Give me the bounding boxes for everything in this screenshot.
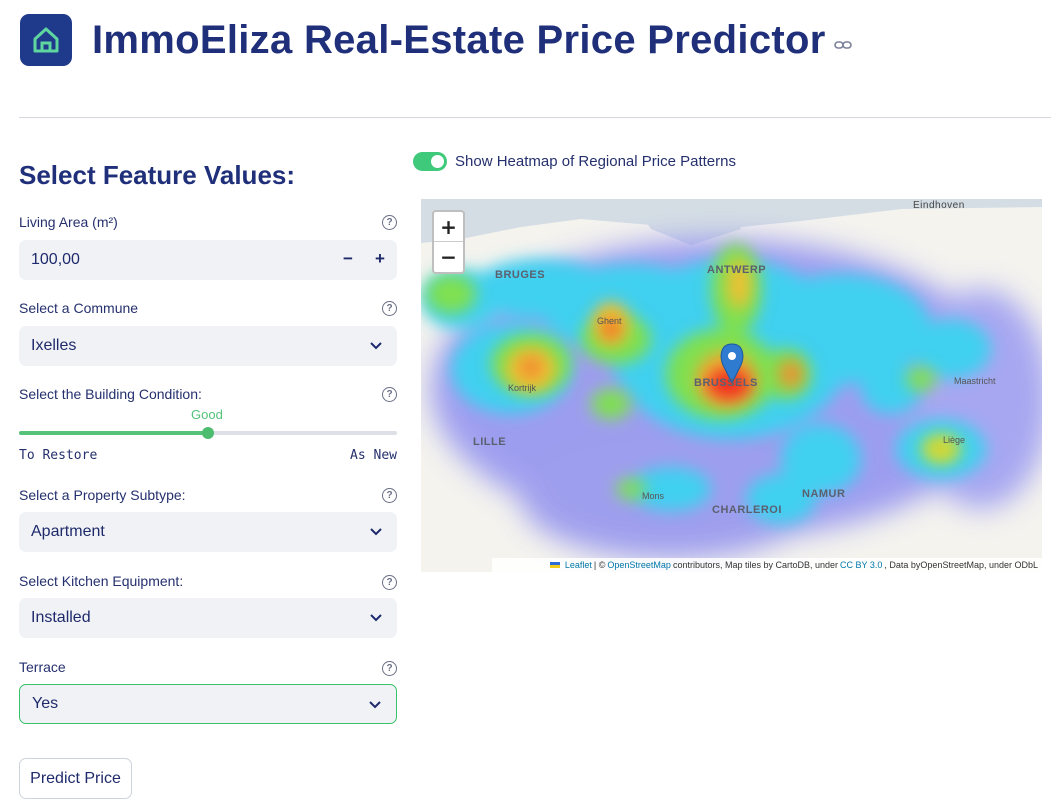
subtype-value: Apartment — [31, 523, 105, 540]
location-marker-icon[interactable] — [720, 343, 744, 385]
chevron-down-icon — [370, 614, 382, 622]
app-header: ImmoEliza Real-Estate Price Predictor — [20, 12, 852, 68]
map-label-antwerp: ANTWERP — [707, 264, 767, 276]
attribution-text-2: , Data by — [884, 560, 921, 570]
zoom-control: + − — [432, 210, 465, 274]
increment-button[interactable]: + — [375, 249, 385, 268]
condition-value: Good — [191, 407, 223, 422]
leaflet-link[interactable]: Leaflet — [564, 560, 592, 570]
chevron-down-icon — [370, 528, 382, 536]
commune-value: Ixelles — [31, 337, 77, 354]
living-area-value[interactable]: 100,00 — [31, 251, 80, 268]
map-label-lille: LILLE — [473, 436, 507, 448]
condition-label: Select the Building Condition: — [19, 386, 202, 402]
subtype-label: Select a Property Subtype: — [19, 487, 186, 503]
kitchen-value: Installed — [31, 609, 91, 626]
commune-select[interactable]: Ixelles — [19, 326, 397, 366]
terrace-select[interactable]: Yes — [19, 684, 397, 724]
condition-slider[interactable] — [19, 427, 397, 439]
help-icon[interactable]: ? — [382, 488, 397, 503]
heatmap-toggle-label[interactable]: Show Heatmap of Regional Price Patterns — [455, 153, 736, 170]
map-label-bruges: BRUGES — [495, 269, 546, 281]
heatmap-map[interactable]: Eindhoven BRUGES ANTWERP Ghent Kortrijk … — [421, 199, 1042, 572]
ukraine-flag-icon — [549, 562, 560, 568]
page-title: ImmoEliza Real-Estate Price Predictor — [92, 17, 826, 62]
osm-link-2[interactable]: OpenStreetMap — [920, 560, 984, 570]
attribution-text-1: contributors, Map tiles by CartoDB, unde… — [672, 560, 839, 570]
feature-form: Select Feature Values: — [19, 150, 397, 191]
map-label-brussels: BRUSSELS — [694, 377, 758, 389]
kitchen-label: Select Kitchen Equipment: — [19, 573, 184, 589]
terrace-label: Terrace — [19, 659, 66, 675]
header-divider — [19, 117, 1051, 118]
form-fields: Living Area (m²) ? 100,00 − + Select a C… — [19, 0, 397, 802]
toggle-knob — [431, 155, 444, 168]
slider-thumb[interactable] — [202, 427, 214, 439]
heatmap-toggle[interactable] — [413, 152, 447, 171]
house-icon — [20, 14, 72, 66]
help-icon[interactable]: ? — [382, 301, 397, 316]
living-area-input[interactable]: 100,00 − + — [19, 240, 397, 280]
living-area-label: Living Area (m²) — [19, 214, 118, 230]
attribution-text-3: , under ODbL — [983, 560, 1038, 570]
zoom-out-button[interactable]: − — [440, 245, 457, 269]
decrement-button[interactable]: − — [343, 249, 353, 268]
help-icon[interactable]: ? — [382, 575, 397, 590]
map-label-mons: Mons — [642, 491, 665, 501]
map-label-liege: Liège — [943, 435, 966, 445]
cc-link[interactable]: CC BY 3.0 — [840, 560, 883, 570]
predict-price-button[interactable]: Predict Price — [19, 758, 132, 799]
condition-min-label: To Restore — [19, 448, 98, 463]
osm-link[interactable]: OpenStreetMap — [607, 560, 671, 570]
map-attribution: Leaflet | © OpenStreetMap contributors, … — [491, 558, 1042, 572]
attribution-sep: | © — [593, 560, 606, 570]
commune-label: Select a Commune — [19, 300, 139, 316]
terrace-value: Yes — [32, 695, 59, 712]
heatmap-toggle-row: Show Heatmap of Regional Price Patterns — [413, 152, 736, 171]
help-icon[interactable]: ? — [382, 387, 397, 402]
zoom-in-button[interactable]: + — [434, 212, 463, 242]
map-label-namur: NAMUR — [802, 488, 846, 500]
map-label-charleroi: CHARLEROI — [712, 504, 782, 516]
map-canvas[interactable] — [421, 199, 1042, 572]
map-label-kortrijk: Kortrijk — [508, 383, 537, 393]
map-label-maastricht: Maastricht — [954, 376, 996, 386]
map-label-ghent: Ghent — [597, 316, 622, 326]
slider-fill — [19, 431, 208, 435]
kitchen-select[interactable]: Installed — [19, 598, 397, 638]
chevron-down-icon — [370, 342, 382, 350]
subtype-select[interactable]: Apartment — [19, 512, 397, 552]
condition-max-label: As New — [350, 448, 397, 463]
help-icon[interactable]: ? — [382, 661, 397, 676]
link-icon[interactable] — [833, 36, 852, 54]
help-icon[interactable]: ? — [382, 215, 397, 230]
section-title: Select Feature Values: — [19, 160, 296, 190]
map-label-eindhoven: Eindhoven — [913, 200, 965, 211]
chevron-down-icon — [369, 701, 381, 709]
